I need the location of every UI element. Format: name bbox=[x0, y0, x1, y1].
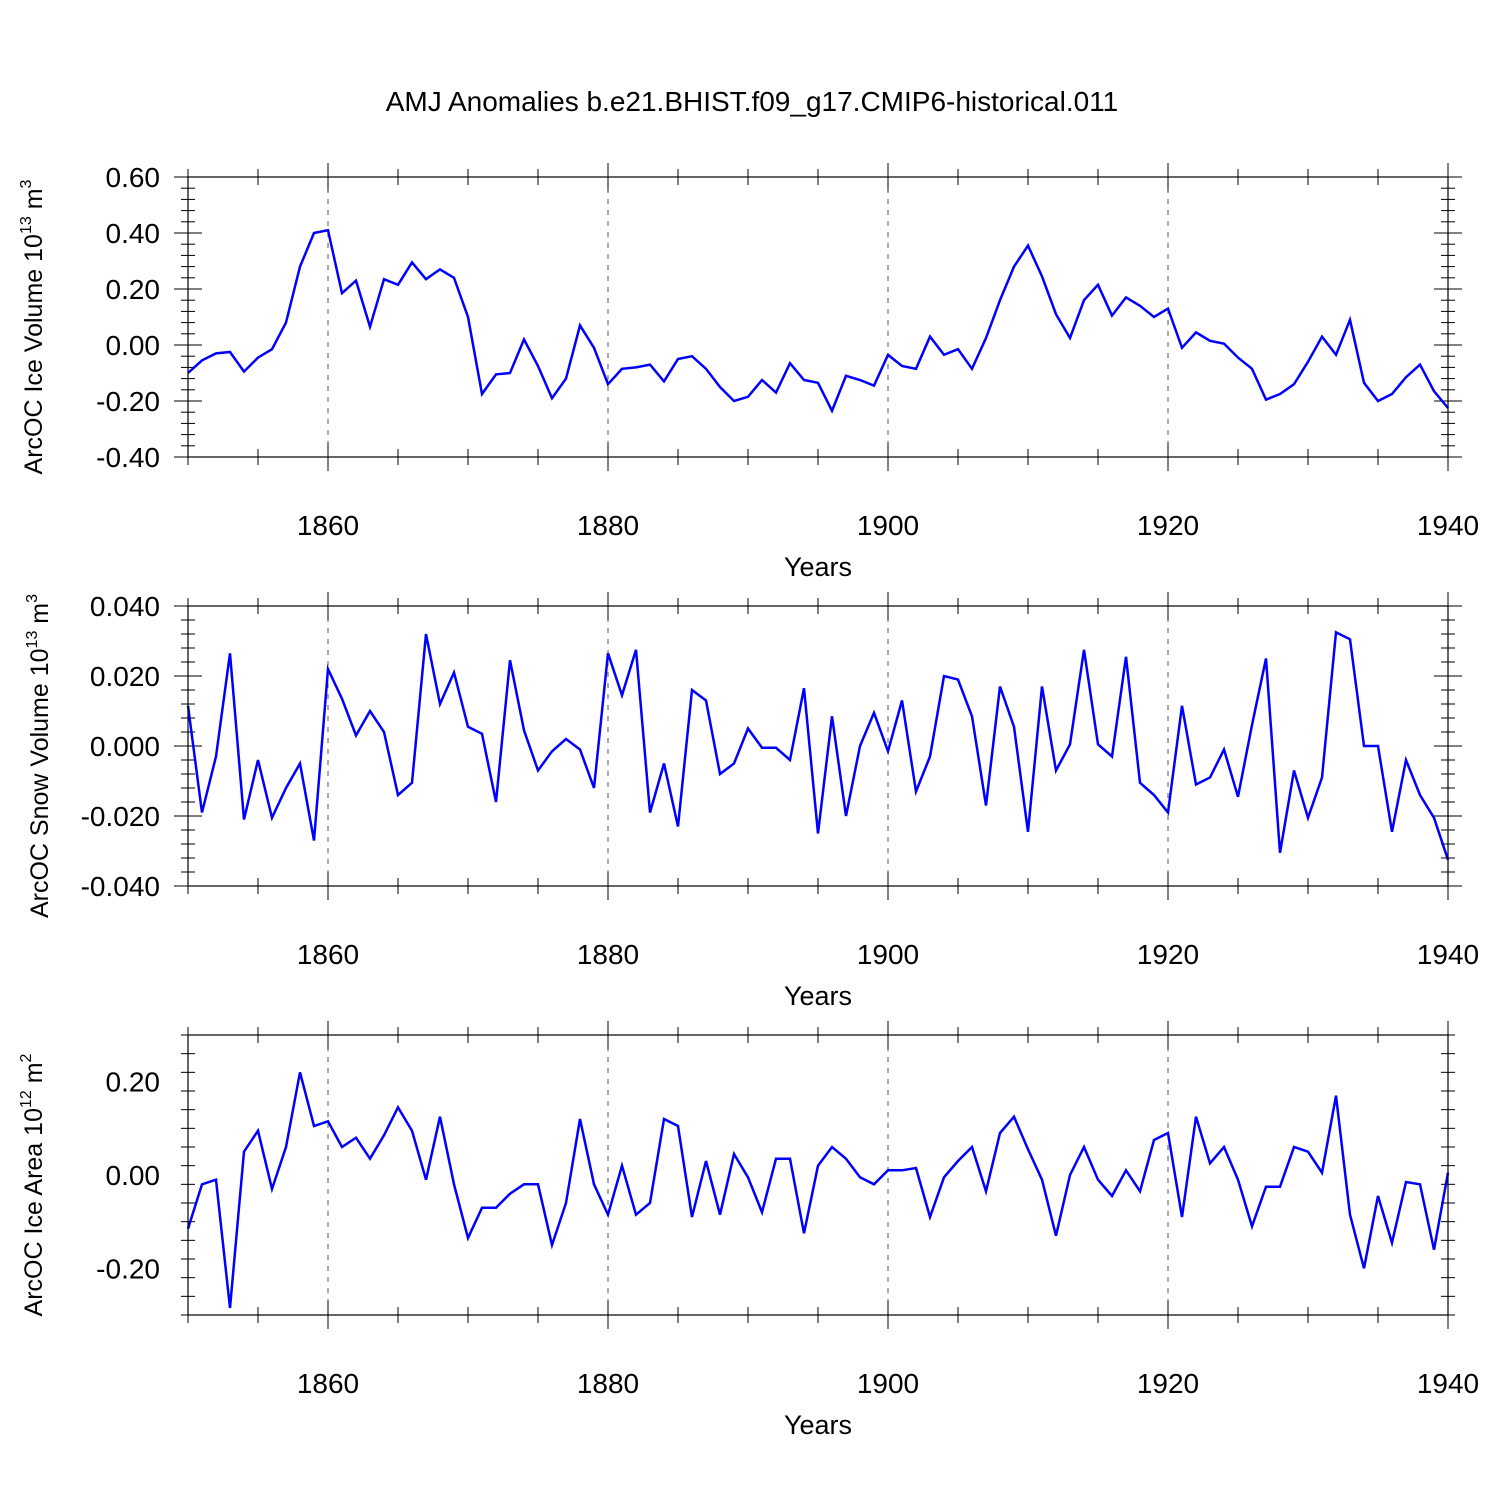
panel-ice-area-ytick-labels: -0.20 0.00 0.20 bbox=[96, 1067, 160, 1285]
panel-ice-volume-grid bbox=[327, 177, 1169, 457]
xtick-label: 1920 bbox=[1137, 939, 1199, 970]
xtick-label: 1900 bbox=[857, 939, 919, 970]
ytick-label: 0.00 bbox=[106, 1160, 161, 1191]
panel-ice-area-ylabel-sup: 12 bbox=[18, 1090, 35, 1108]
panel-ice-volume: -0.40-0.200.000.200.400.60 1860 1880 1900 1… bbox=[18, 162, 1479, 582]
panel-snow-volume-frame bbox=[187, 605, 1449, 887]
panel-ice-area-series-line bbox=[186, 1071, 1450, 1309]
xtick-label: 1880 bbox=[577, 1368, 639, 1399]
ytick-label: -0.20 bbox=[96, 386, 160, 417]
panel-ice-volume-xlabel: Years bbox=[784, 552, 852, 582]
panel-ice-area-ylabel-unit-sup: 2 bbox=[18, 1053, 35, 1062]
xtick-label: 1860 bbox=[297, 939, 359, 970]
ytick-label: 0.00 bbox=[106, 330, 161, 361]
ytick-label: 0.40 bbox=[106, 218, 161, 249]
panel-ice-volume-frame bbox=[187, 176, 1449, 458]
panel-snow-volume: -0.040 -0.020 0.000 0.020 0.040 1860 1880 1900… bbox=[24, 591, 1479, 1011]
panel-ice-area-xtick-labels: 1860 1880 1900 1920 1940 bbox=[297, 1368, 1479, 1399]
ytick-label: 0.20 bbox=[106, 274, 161, 305]
panel-ice-area-ylabel: ArcOC Ice Area 1012 m2 bbox=[18, 1053, 48, 1316]
panel-snow-volume-grid bbox=[327, 606, 1169, 886]
ytick-label: 0.040 bbox=[90, 591, 160, 622]
panel-ice-area-grid bbox=[327, 1035, 1169, 1315]
panel-ice-area-ylabel-text: ArcOC Ice Area 10 bbox=[20, 1108, 48, 1316]
panel-snow-volume-ylabel: ArcOC Snow Volume 1013 m3 bbox=[24, 594, 54, 918]
ytick-label: -0.40 bbox=[96, 442, 160, 473]
panel-ice-volume-ytick-labels: -0.40 -0.20 0.00 0.20 0.40 0.60 bbox=[96, 162, 160, 473]
xtick-label: 1940 bbox=[1417, 510, 1479, 541]
panel-snow-volume-series-line bbox=[186, 630, 1450, 861]
ytick-label: 0.020 bbox=[90, 661, 160, 692]
xtick-label: 1880 bbox=[577, 510, 639, 541]
ytick-label: -0.020 bbox=[81, 801, 160, 832]
panel-ice-area-ylabel-unit: m bbox=[20, 1062, 48, 1090]
panel-ice-volume-ylabel-unit: m bbox=[20, 188, 48, 216]
xtick-label: 1860 bbox=[297, 510, 359, 541]
xtick-label: 1900 bbox=[857, 510, 919, 541]
panel-snow-volume-ylabel-text: ArcOC Snow Volume 10 bbox=[26, 648, 54, 918]
panel-ice-volume-ylabel-sup: 13 bbox=[18, 216, 35, 234]
panel-ice-area: -0.20 0.00 0.20 1860 1880 1900 1920 1940 Years… bbox=[18, 1021, 1479, 1440]
xtick-label: 1920 bbox=[1137, 510, 1199, 541]
xtick-label: 1940 bbox=[1417, 1368, 1479, 1399]
panel-snow-volume-ylabel-sup: 13 bbox=[24, 631, 41, 649]
panel-ice-volume-ylabel-unit-sup: 3 bbox=[18, 179, 35, 188]
panel-snow-volume-ylabel-unit-sup: 3 bbox=[24, 594, 41, 603]
chart-title: AMJ Anomalies b.e21.BHIST.f09_g17.CMIP6-… bbox=[386, 86, 1119, 117]
ytick-label: -0.20 bbox=[96, 1253, 160, 1284]
panel-snow-volume-xlabel: Years bbox=[784, 981, 852, 1011]
panel-ice-volume-xtick-labels: 1860 1880 1900 1920 1940 bbox=[297, 510, 1479, 541]
xtick-label: 1880 bbox=[577, 939, 639, 970]
panel-snow-volume-ylabel-unit: m bbox=[26, 603, 54, 631]
panel-snow-volume-ytick-labels: -0.040 -0.020 0.000 0.020 0.040 bbox=[81, 591, 160, 902]
panel-ice-area-xlabel: Years bbox=[784, 1410, 852, 1440]
ytick-label: 0.20 bbox=[106, 1067, 161, 1098]
panel-ice-area-frame bbox=[187, 1034, 1449, 1316]
ytick-label: -0.040 bbox=[81, 871, 160, 902]
xtick-label: 1920 bbox=[1137, 1368, 1199, 1399]
panel-snow-volume-xtick-labels: 1860 1880 1900 1920 1940 bbox=[297, 939, 1479, 970]
panel-ice-volume-ylabel: ArcOC Ice Volume 1013 m3 bbox=[18, 179, 48, 474]
panel-ice-volume-ylabel-text: ArcOC Ice Volume 10 bbox=[20, 234, 48, 474]
xtick-label: 1860 bbox=[297, 1368, 359, 1399]
xtick-label: 1940 bbox=[1417, 939, 1479, 970]
ytick-label: 0.60 bbox=[106, 162, 161, 193]
xtick-label: 1900 bbox=[857, 1368, 919, 1399]
ytick-label: 0.000 bbox=[90, 731, 160, 762]
panel-ice-volume-series-line bbox=[187, 228, 1449, 414]
